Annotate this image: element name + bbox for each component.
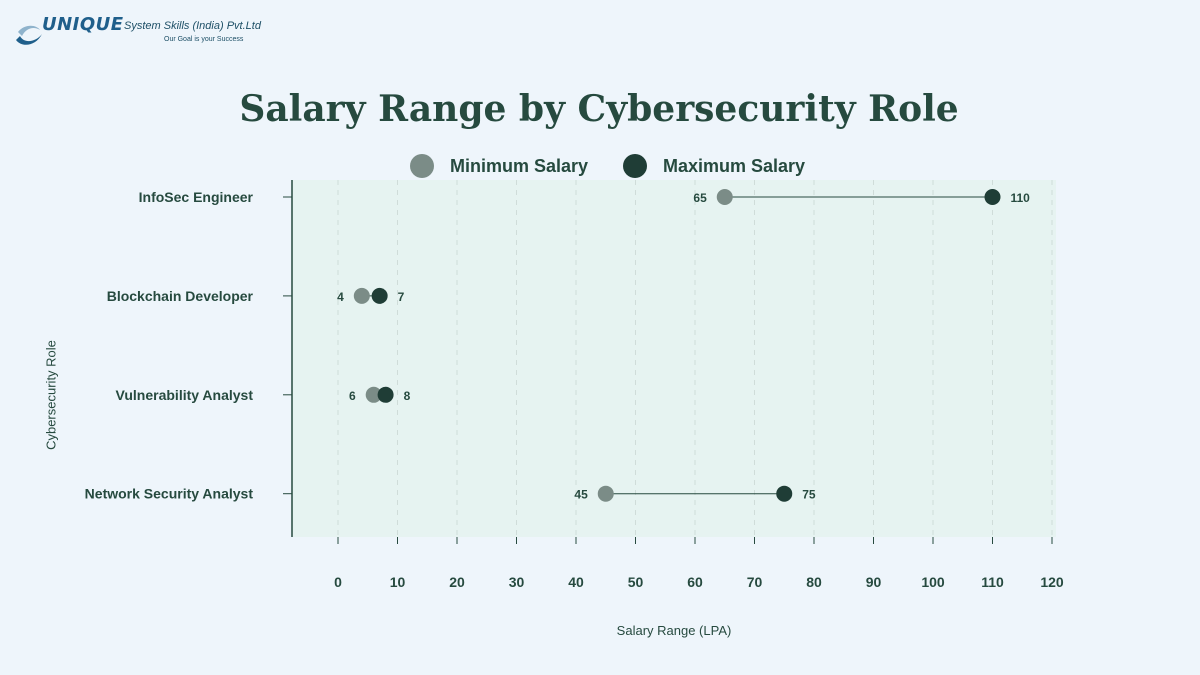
y-axis-label: Cybersecurity Role: [43, 340, 59, 450]
legend-min-marker: [410, 154, 434, 178]
y-tick-label: InfoSec Engineer: [139, 189, 254, 205]
x-tick-label: 0: [334, 574, 342, 590]
min-salary-point: [353, 287, 370, 304]
max-salary-label: 7: [398, 290, 405, 304]
logo-tagline: Our Goal is your Success: [164, 36, 244, 43]
legend-min-label: Minimum Salary: [450, 156, 589, 176]
min-salary-label: 4: [337, 290, 344, 304]
max-salary-label: 75: [802, 488, 816, 502]
x-tick-label: 40: [568, 574, 584, 590]
logo-company-name: System Skills (India) Pvt.Ltd: [124, 20, 261, 32]
x-tick-label: 20: [449, 574, 465, 590]
plot-area: [292, 180, 1056, 537]
max-salary-point: [984, 189, 1001, 205]
min-salary-label: 6: [349, 389, 356, 403]
x-tick-label: 80: [806, 574, 822, 590]
y-tick-label: Blockchain Developer: [107, 288, 254, 304]
legend-max-marker: [623, 154, 647, 178]
min-salary-point: [597, 485, 614, 502]
max-salary-point: [371, 287, 388, 304]
x-tick-label: 50: [628, 574, 644, 590]
max-salary-point: [776, 485, 793, 502]
min-salary-point: [365, 386, 382, 403]
x-tick-label: 10: [390, 574, 406, 590]
min-salary-point: [716, 189, 733, 205]
x-tick-label: 110: [981, 574, 1004, 590]
company-logo: UNIQUE System Skills (India) Pvt.Ltd Our…: [14, 14, 274, 54]
x-tick-label: 30: [509, 574, 525, 590]
x-tick-label: 60: [687, 574, 703, 590]
max-salary-label: 8: [404, 389, 411, 403]
x-axis-label: Salary Range (LPA): [616, 623, 732, 638]
x-tick-label: 90: [866, 574, 882, 590]
y-tick-label: Vulnerability Analyst: [116, 387, 254, 403]
min-salary-label: 45: [574, 488, 588, 502]
y-tick-label: Network Security Analyst: [85, 486, 254, 502]
legend: Minimum Salary Maximum Salary: [0, 152, 1200, 180]
x-tick-label: 100: [921, 574, 945, 590]
x-tick-label: 120: [1040, 574, 1064, 590]
max-salary-label: 110: [1011, 191, 1031, 205]
min-salary-label: 65: [693, 191, 707, 205]
legend-max-label: Maximum Salary: [663, 156, 806, 176]
x-tick-label: 70: [747, 574, 763, 590]
logo-brand: UNIQUE: [42, 14, 124, 35]
chart-title: Salary Range by Cybersecurity Role: [239, 88, 959, 130]
max-salary-point: [377, 386, 394, 403]
logo-swoosh-icon: [16, 25, 42, 45]
